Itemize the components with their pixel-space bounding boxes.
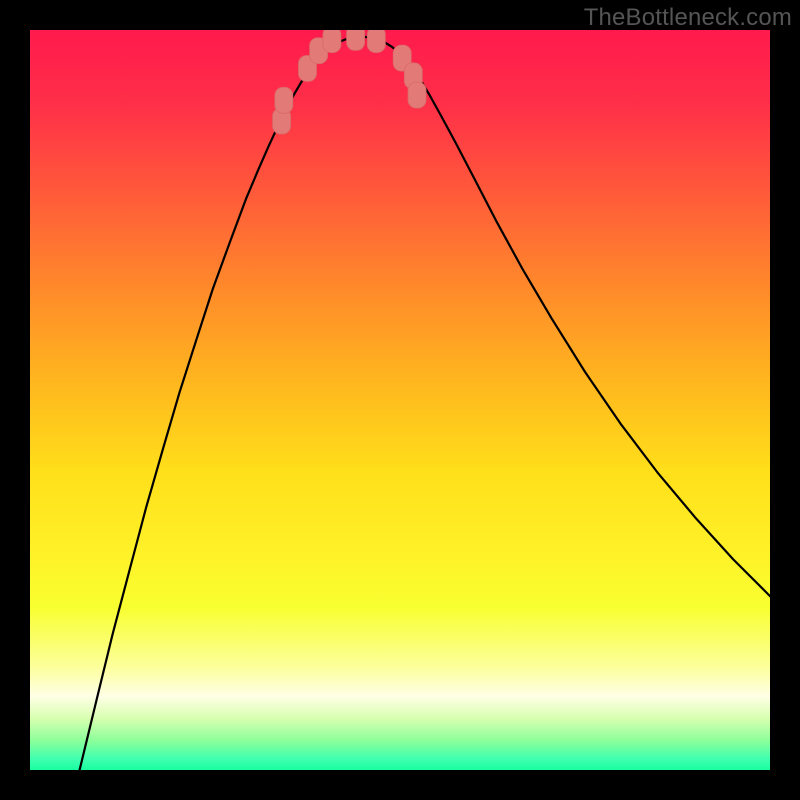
border-bottom [0, 770, 800, 800]
chart-container: { "watermark": { "text": "TheBottleneck.… [0, 0, 800, 800]
watermark-text: TheBottleneck.com [584, 4, 792, 32]
border-left [0, 0, 30, 800]
border-right [770, 0, 800, 800]
bottleneck-chart [0, 0, 800, 800]
marker-point [275, 87, 293, 113]
marker-point [323, 27, 341, 53]
plot-background [30, 30, 770, 770]
marker-point [367, 27, 385, 53]
marker-point [408, 82, 426, 108]
